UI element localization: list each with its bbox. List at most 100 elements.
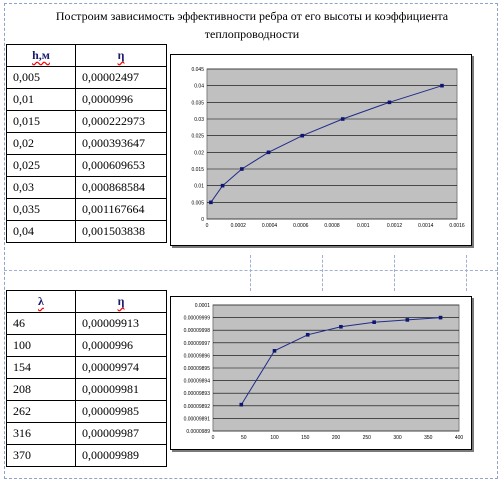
cell-h: 0,04 [6,220,76,243]
cell-eta: 0,000868584 [75,176,167,199]
table-row: 0,02 0,000393647 [6,132,167,155]
y-tick-label: 0.00009998 [184,328,211,334]
cell-h: 0,03 [6,176,76,199]
cell-eta: 0,000222973 [75,110,167,133]
table-row: 154 0,00009974 [6,356,167,379]
table-row: 262 0,00009985 [6,400,167,423]
y-tick-label: 0.0001 [195,303,211,309]
cell-lambda: 100 [6,334,76,357]
x-tick-label: 0.0006 [293,223,309,229]
table-row: 0,04 0,001503838 [6,220,167,243]
table-row: 0,035 0,001167664 [6,198,167,221]
table-header-row: h,м η [6,44,167,67]
cell-eta: 0,000609653 [75,154,167,177]
table-row: 0,01 0,0000996 [6,88,167,111]
cell-eta: 0,00009987 [75,422,167,445]
x-tick-label: 0.0016 [449,223,465,229]
data-point [372,320,376,324]
data-point [209,200,213,205]
cell-gridline [466,255,467,291]
x-tick-label: 250 [363,435,372,441]
y-tick-label: 0.00009895 [184,366,211,372]
y-tick-label: 0.03 [194,117,204,123]
y-tick-label: 0.00009894 [184,379,211,385]
table-row: 46 0,00009913 [6,312,167,335]
cell-lambda: 46 [6,312,76,335]
cell-eta: 0,00002497 [75,66,167,89]
cell-gridline [250,255,251,291]
table-row: 100 0,0000996 [6,334,167,357]
header-efficiency: η [75,290,167,313]
cell-h: 0,01 [6,88,76,111]
cell-h: 0,02 [6,132,76,155]
cell-eta: 0,000393647 [75,132,167,155]
y-tick-label: 0.00009999 [184,316,211,322]
header-height: h,м [6,44,76,67]
table-row: 316 0,00009987 [6,422,167,445]
y-tick-label: 0.0000989 [186,429,210,435]
cell-eta: 0,0000996 [75,334,167,357]
x-tick-label: 350 [424,435,433,441]
cell-eta: 0,001503838 [75,220,167,243]
data-point [266,150,271,155]
cell-eta: 0,00009974 [75,356,167,379]
table-row: 0,03 0,000868584 [6,176,167,199]
x-tick-label: 0.0008 [324,223,340,229]
cell-gridline [4,270,498,271]
cell-lambda: 262 [6,400,76,423]
x-tick-label: 400 [455,435,464,441]
chart-conductivity-efficiency: 0.0000989 0.00009891 0.00009892 0.00009893 0… [170,296,472,450]
cell-eta: 0,001167664 [75,198,167,221]
cell-h: 0,035 [6,198,76,221]
cell-eta: 0,00009989 [75,444,167,467]
data-point [405,318,410,322]
cell-h: 0,005 [6,66,76,89]
cell-lambda: 316 [6,422,76,445]
table-row: 0,015 0,000222973 [6,110,167,133]
cell-eta: 0,0000996 [75,88,167,111]
series-line [210,85,443,203]
x-tick-label: 0.0012 [387,223,403,229]
x-tick-label: 0 [206,223,209,229]
data-point [300,133,305,138]
data-point [438,315,443,320]
cell-eta: 0,00009913 [75,312,167,335]
y-tick-label: 0.045 [191,67,204,73]
cell-h: 0,015 [6,110,76,133]
table-header-row: λ η [6,290,167,313]
x-tick-label: 50 [241,435,247,441]
y-tick-label: 0.00009893 [184,391,211,397]
table-row: 0,025 0,000609653 [6,154,167,177]
chart-height-efficiency-svg: 0 0.005 0.01 0.015 0.02 0.025 0.03 0.035 0.04 0.0… [191,67,465,229]
cell-lambda: 370 [6,444,76,467]
data-point [239,402,244,407]
x-tick-label: 0.0004 [262,223,278,229]
chart-conductivity-efficiency-svg: 0.0000989 0.00009891 0.00009892 0.00009893 0… [184,303,464,441]
x-tick-label: 100 [270,435,279,441]
data-point [340,117,345,121]
x-tick-label: 200 [332,435,341,441]
spreadsheet-frame [4,3,498,479]
data-point [220,183,225,188]
x-tick-label: 0.0014 [418,223,434,229]
cell-eta: 0,00009981 [75,378,167,401]
cell-gridline [322,255,323,291]
table-row: 370 0,00009989 [6,444,167,467]
x-tick-label: 150 [301,435,310,441]
y-tick-label: 0.04 [194,84,204,90]
y-tick-label: 0.005 [191,200,204,206]
data-point [440,83,444,88]
conductivity-table: λ η 46 0,00009913 100 0,0000996 154 0,00009… [6,290,167,467]
header-efficiency: η [75,44,167,67]
table-row: 0,005 0,00002497 [6,66,167,89]
cell-gridline [394,255,395,291]
chart-height-efficiency: 0 0.005 0.01 0.015 0.02 0.025 0.03 0.035 0.04 0.0… [170,54,472,246]
data-point [387,100,392,105]
page-title: Построим зависимость эффективности ребра… [55,9,449,23]
x-tick-label: 0 [212,435,215,441]
x-tick-label: 0.0002 [231,223,247,229]
plot-area [206,68,458,220]
cell-eta: 0,00009985 [75,400,167,423]
y-tick-label: 0.01 [194,184,204,190]
y-tick-label: 0.02 [194,150,204,156]
